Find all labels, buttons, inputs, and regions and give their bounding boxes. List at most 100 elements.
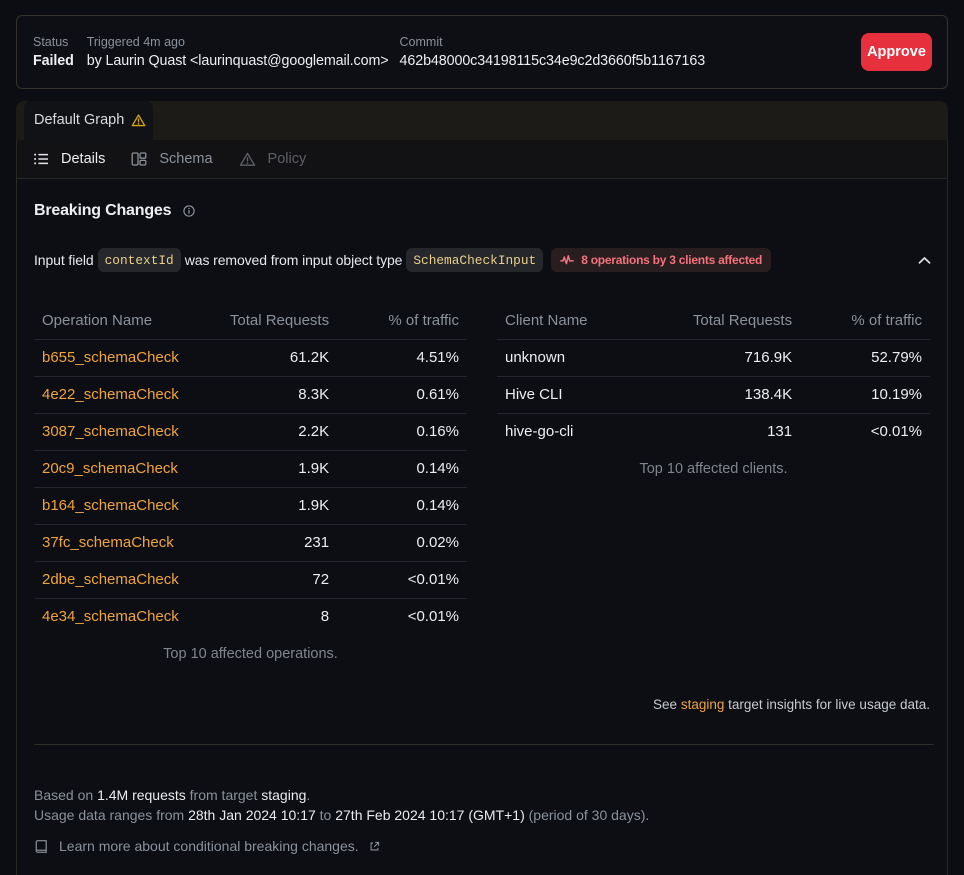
operation-link[interactable]: 4e22_schemaCheck bbox=[42, 386, 179, 403]
operation-link[interactable]: 4e34_schemaCheck bbox=[42, 608, 179, 626]
requests-cell: 231 bbox=[215, 524, 338, 562]
requests-cell: 2.2K bbox=[215, 413, 338, 451]
clients-header-row: Client Name Total Requests % of traffic bbox=[497, 302, 930, 340]
table-row: 4e22_schemaCheck 8.3K 0.61% bbox=[34, 376, 467, 414]
clients-column: Client Name Total Requests % of traffic … bbox=[497, 302, 930, 477]
traffic-cell: 0.61% bbox=[337, 376, 467, 414]
info-circle-icon[interactable] bbox=[183, 205, 195, 217]
operations-footnote: Top 10 affected operations. bbox=[163, 646, 338, 662]
external-link-icon bbox=[369, 841, 380, 852]
operations-header-row: Operation Name Total Requests % of traff… bbox=[34, 302, 467, 340]
traffic-cell: <0.01% bbox=[337, 561, 467, 599]
operations-column: Operation Name Total Requests % of traff… bbox=[34, 302, 467, 662]
traffic-cell: <0.01% bbox=[870, 423, 922, 441]
see-insights-prefix: See bbox=[653, 697, 681, 712]
operation-name-cell: 4e34_schemaCheck bbox=[34, 598, 216, 635]
target-name: staging bbox=[261, 787, 307, 803]
change-prefix: Input field bbox=[34, 251, 94, 268]
content: Breaking Changes Input field contextId w… bbox=[17, 200, 947, 854]
operations-header-name: Operation Name bbox=[34, 302, 216, 340]
traffic-cell: 0.02% bbox=[337, 524, 467, 562]
operation-name-cell: b655_schemaCheck bbox=[34, 339, 216, 377]
commit-value: 462b48000c34198115c34e9c2d3660f5b1167163 bbox=[399, 52, 706, 69]
traffic-cell: 52.79% bbox=[800, 339, 930, 377]
approve-button[interactable]: Approve bbox=[861, 33, 932, 71]
traffic-cell: 10.19% bbox=[800, 376, 930, 414]
operation-link[interactable]: 2dbe_schemaCheck bbox=[42, 571, 179, 588]
subnav-item-policy[interactable]: Policy bbox=[239, 151, 307, 168]
list-icon bbox=[33, 151, 49, 167]
graph-tab-strip: Default Graph bbox=[16, 101, 948, 140]
operations-header-requests: Total Requests bbox=[215, 302, 338, 340]
code-chip-type: SchemaCheckInput bbox=[406, 248, 544, 272]
clients-footnote: Top 10 affected clients. bbox=[639, 461, 788, 477]
see-insights-suffix: target insights for live usage data. bbox=[724, 697, 930, 712]
clients-header-traffic: % of traffic bbox=[800, 302, 930, 340]
range-to: to bbox=[315, 807, 336, 823]
subnav: Details Schema bbox=[17, 140, 947, 179]
section-title-row: Breaking Changes bbox=[34, 200, 930, 222]
table-row: 3087_schemaCheck 2.2K 0.16% bbox=[34, 413, 467, 451]
usage-footnotes: Based on 1.4M requests from target stagi… bbox=[34, 785, 930, 825]
subnav-label-policy: Policy bbox=[267, 151, 307, 167]
code-chip-field: contextId bbox=[97, 248, 181, 272]
operations-header-traffic: % of traffic bbox=[337, 302, 467, 340]
requests-cell: 131 bbox=[767, 423, 793, 441]
requests-count: 1.4M requests bbox=[97, 787, 186, 803]
operation-name-cell: 3087_schemaCheck bbox=[34, 413, 216, 451]
table-row: b164_schemaCheck 1.9K 0.14% bbox=[34, 487, 467, 525]
change-middle: was removed from input object type bbox=[184, 251, 403, 268]
traffic-cell: 4.51% bbox=[337, 339, 467, 377]
page: Status Failed Triggered 4m ago by Laurin… bbox=[0, 15, 964, 875]
operation-name-cell: 37fc_schemaCheck bbox=[34, 524, 216, 562]
subnav-label-details: Details bbox=[61, 151, 106, 167]
operation-link[interactable]: 37fc_schemaCheck bbox=[42, 534, 174, 551]
learn-more-link[interactable]: Learn more about conditional breaking ch… bbox=[34, 838, 930, 854]
triggered-block: Triggered 4m ago by Laurin Quast <laurin… bbox=[86, 35, 389, 69]
range-period: (period of 30 days). bbox=[524, 807, 650, 823]
chevron-up-icon[interactable] bbox=[916, 252, 933, 269]
subnav-item-schema[interactable]: Schema bbox=[131, 151, 213, 167]
affected-badge[interactable]: 8 operations by 3 clients affected bbox=[551, 248, 772, 272]
traffic-cell: 0.14% bbox=[337, 450, 467, 488]
staging-link[interactable]: staging bbox=[680, 697, 725, 712]
clients-header-name: Client Name bbox=[497, 302, 679, 340]
range-end: 27th Feb 2024 10:17 (GMT+1) bbox=[335, 807, 525, 823]
traffic-cell: <0.01% bbox=[407, 608, 459, 626]
requests-cell: 72 bbox=[215, 561, 338, 599]
name-cell: Hive CLI bbox=[497, 376, 679, 414]
table-row: 2dbe_schemaCheck 72 <0.01% bbox=[34, 561, 467, 599]
operation-link[interactable]: 3087_schemaCheck bbox=[42, 423, 179, 440]
triggered-value: by Laurin Quast <laurinquast@googlemail.… bbox=[86, 52, 389, 69]
status-block: Status Failed bbox=[33, 35, 74, 69]
requests-cell: 138.4K bbox=[678, 376, 801, 414]
name-cell: unknown bbox=[497, 339, 679, 377]
traffic-cell: 0.14% bbox=[337, 487, 467, 525]
table-row: b655_schemaCheck 61.2K 4.51% bbox=[34, 339, 467, 377]
based-on-prefix: Based on bbox=[34, 787, 98, 803]
operation-name-cell: 4e22_schemaCheck bbox=[34, 376, 216, 414]
table-row: Hive CLI 138.4K 10.19% bbox=[497, 376, 930, 414]
tab-default-graph[interactable]: Default Graph bbox=[24, 101, 154, 140]
breaking-change-text: Input field contextId was removed from i… bbox=[34, 248, 772, 272]
learn-more-label: Learn more about conditional breaking ch… bbox=[59, 838, 359, 854]
requests-cell: 8 bbox=[320, 608, 330, 626]
range-prefix: Usage data ranges from bbox=[34, 807, 189, 823]
range-start: 28th Jan 2024 10:17 bbox=[188, 807, 316, 823]
section-title: Breaking Changes bbox=[34, 202, 172, 219]
table-row: 20c9_schemaCheck 1.9K 0.14% bbox=[34, 450, 467, 488]
requests-cell: 1.9K bbox=[215, 487, 338, 525]
status-card: Status Failed Triggered 4m ago by Laurin… bbox=[16, 15, 948, 89]
operation-link[interactable]: 20c9_schemaCheck bbox=[42, 460, 178, 477]
subnav-label-schema: Schema bbox=[159, 151, 213, 167]
date-range-line: Usage data ranges from 28th Jan 2024 10:… bbox=[34, 805, 930, 825]
subnav-item-details[interactable]: Details bbox=[33, 151, 105, 167]
commit-block: Commit 462b48000c34198115c34e9c2d3660f5b… bbox=[399, 35, 706, 69]
clients-header-requests: Total Requests bbox=[678, 302, 801, 340]
schema-icon bbox=[131, 151, 147, 167]
operation-link[interactable]: b655_schemaCheck bbox=[42, 349, 179, 366]
affected-badge-label: 8 operations by 3 clients affected bbox=[581, 253, 763, 267]
operation-link[interactable]: b164_schemaCheck bbox=[42, 497, 179, 514]
breaking-change-row[interactable]: Input field contextId was removed from i… bbox=[34, 246, 933, 274]
based-on-line: Based on 1.4M requests from target stagi… bbox=[34, 785, 930, 805]
